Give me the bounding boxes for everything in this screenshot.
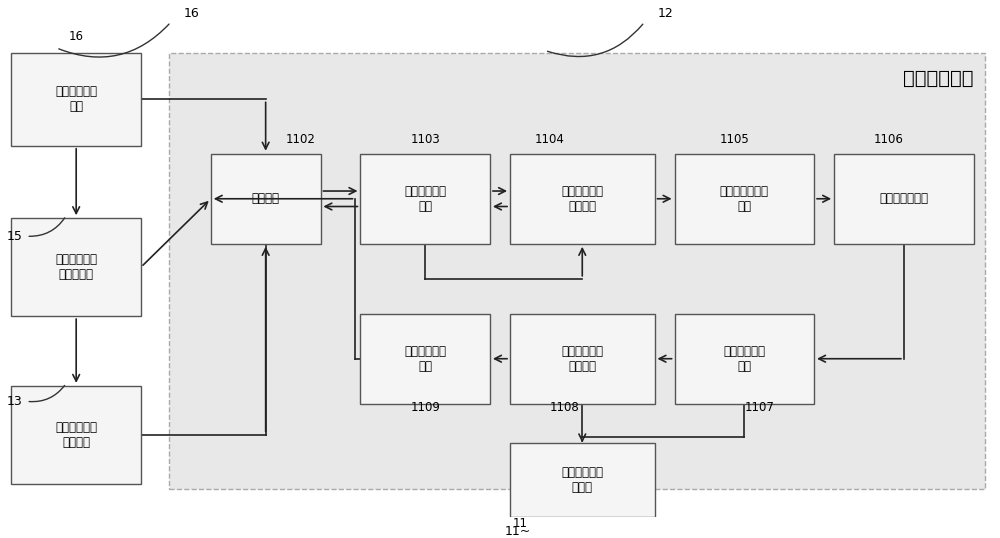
Text: 1109: 1109 [410, 401, 440, 414]
Text: 16: 16 [184, 8, 200, 20]
FancyBboxPatch shape [11, 386, 141, 484]
Text: 1103: 1103 [410, 133, 440, 146]
Text: 微振动无源感
知节点: 微振动无源感 知节点 [561, 466, 603, 494]
FancyBboxPatch shape [169, 53, 985, 489]
Text: 11~: 11~ [505, 525, 531, 538]
Text: 本地化前置声
光预警节点: 本地化前置声 光预警节点 [55, 253, 97, 281]
Text: 脉冲信号接收
单元: 脉冲信号接收 单元 [404, 345, 446, 373]
FancyBboxPatch shape [360, 314, 490, 404]
Text: 1107: 1107 [744, 401, 774, 414]
Text: 12: 12 [658, 8, 673, 20]
Text: 1104: 1104 [535, 133, 565, 146]
Text: 反射波接收与
判断单元: 反射波接收与 判断单元 [561, 345, 603, 373]
Text: 1106: 1106 [874, 133, 904, 146]
Text: 1108: 1108 [550, 401, 580, 414]
Text: 1102: 1102 [286, 133, 315, 146]
Text: 网络化控制单元: 网络化控制单元 [879, 192, 928, 206]
Text: 1105: 1105 [719, 133, 749, 146]
Text: 脉冲信号发射
单元: 脉冲信号发射 单元 [404, 185, 446, 213]
Text: 传输信息编辑码
单元: 传输信息编辑码 单元 [720, 185, 769, 213]
FancyBboxPatch shape [510, 443, 655, 518]
Text: 时隙控制管理
单元: 时隙控制管理 单元 [723, 345, 765, 373]
FancyBboxPatch shape [675, 154, 814, 244]
Text: 远程控制节点: 远程控制节点 [903, 68, 974, 88]
FancyBboxPatch shape [11, 218, 141, 316]
Text: 信息传输业务
逻辑单元: 信息传输业务 逻辑单元 [561, 185, 603, 213]
Text: 13: 13 [6, 395, 22, 408]
Text: 16: 16 [69, 30, 84, 43]
FancyBboxPatch shape [834, 154, 974, 244]
Text: 主控单元: 主控单元 [252, 192, 280, 206]
FancyBboxPatch shape [510, 314, 655, 404]
Text: 11: 11 [512, 518, 527, 530]
Text: 动力及网络化
传输系统: 动力及网络化 传输系统 [55, 421, 97, 449]
FancyBboxPatch shape [11, 53, 141, 146]
FancyBboxPatch shape [211, 154, 320, 244]
Text: 15: 15 [6, 230, 22, 243]
FancyBboxPatch shape [360, 154, 490, 244]
Text: 外部环境感知
单元: 外部环境感知 单元 [55, 86, 97, 114]
FancyBboxPatch shape [675, 314, 814, 404]
FancyBboxPatch shape [510, 154, 655, 244]
